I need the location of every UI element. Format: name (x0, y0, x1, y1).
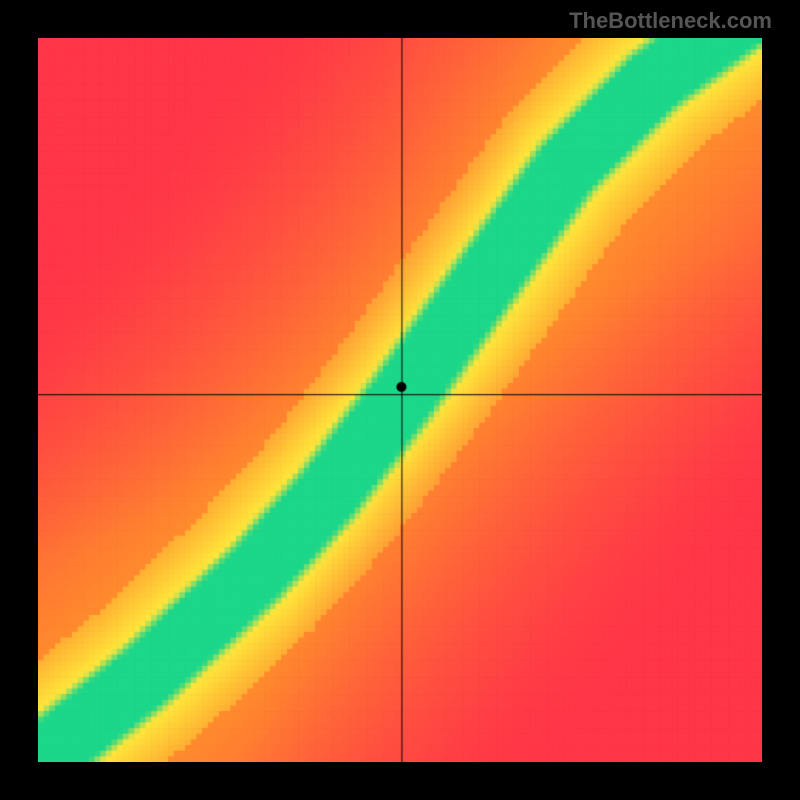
heatmap-canvas (38, 38, 762, 762)
watermark-text: TheBottleneck.com (569, 8, 772, 34)
bottleneck-heatmap (38, 38, 762, 762)
